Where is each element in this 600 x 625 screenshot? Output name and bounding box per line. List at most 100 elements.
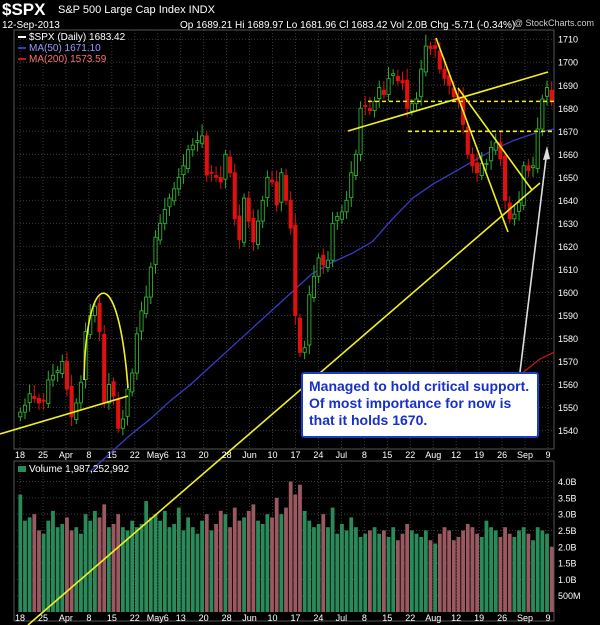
volume-bar xyxy=(298,484,302,612)
volume-bar xyxy=(60,523,65,612)
candle-body xyxy=(32,396,37,399)
volume-bar xyxy=(540,530,545,612)
legend-ma200-label: MA(200) 1573.59 xyxy=(29,54,107,65)
candle-body xyxy=(200,135,205,144)
volume-bar xyxy=(349,517,354,612)
date-tick-label: Apr xyxy=(59,450,73,460)
volume-bar xyxy=(386,536,391,612)
candle-body xyxy=(395,76,400,82)
volume-bar xyxy=(167,527,172,612)
candle-body xyxy=(288,199,293,229)
candle-body xyxy=(516,202,522,212)
date-tick-label: Jul xyxy=(336,450,348,460)
volume-bar xyxy=(507,533,512,612)
candle-body xyxy=(544,87,550,97)
candle-body xyxy=(549,89,554,102)
chart-title: $SPX xyxy=(2,0,46,19)
candle-body xyxy=(353,153,358,176)
candle-body xyxy=(279,172,284,203)
date-tick-label: 15 xyxy=(107,450,117,460)
candle-body xyxy=(116,398,121,429)
trendlines xyxy=(0,37,554,625)
volume-bar xyxy=(549,546,554,612)
volume-bar xyxy=(409,530,414,612)
legend-ma50: MA(50) 1671.10 xyxy=(18,43,101,54)
candle-body xyxy=(50,374,56,381)
candle-body xyxy=(297,317,303,353)
volume-bar xyxy=(414,533,419,612)
candle-body xyxy=(78,381,83,404)
volume-bar xyxy=(470,527,475,612)
price-tick-label: 1600 xyxy=(558,288,578,298)
candle-body xyxy=(503,155,508,201)
date-tick-label-bottom: Apr xyxy=(59,613,73,623)
candle-body xyxy=(493,142,498,151)
date-tick-label-bottom: 22 xyxy=(405,613,415,623)
candle-body xyxy=(465,126,470,155)
volume-bar xyxy=(256,520,260,612)
candle-body xyxy=(498,142,503,160)
volume-bar xyxy=(260,523,265,612)
volume-bar xyxy=(367,530,372,612)
volume-tick-label: 3.5B xyxy=(558,493,577,503)
volume-bar xyxy=(302,510,307,612)
candle-body xyxy=(377,87,382,100)
volume-bar xyxy=(479,536,484,612)
volume-bar xyxy=(218,510,223,612)
candle-body xyxy=(400,80,405,84)
candle-body xyxy=(228,156,233,174)
volume-tick-label: 1.0B xyxy=(558,575,577,585)
volume-bar xyxy=(186,517,191,612)
candle-body xyxy=(223,153,228,180)
date-tick-label: 17 xyxy=(290,450,300,460)
volume-bar xyxy=(405,523,410,612)
candle-body xyxy=(162,209,167,224)
volume-bar xyxy=(330,507,335,612)
volume-bar xyxy=(512,536,517,612)
annotation-pointer-head xyxy=(543,146,550,160)
date-tick-label: 12 xyxy=(451,450,461,460)
chart-subtitle: S&P 500 Large Cap Index INDX xyxy=(58,4,215,16)
candle-body xyxy=(405,79,410,109)
volume-bar xyxy=(428,540,433,612)
date-tick-label: 22 xyxy=(405,450,415,460)
candle-body xyxy=(349,172,354,199)
volume-bar xyxy=(293,494,298,612)
date-tick-label-bottom: 15 xyxy=(107,613,117,623)
date-tick-label: Jun xyxy=(242,450,257,460)
date-tick-label-bottom: 8 xyxy=(86,613,91,623)
candle-body xyxy=(302,347,307,353)
candle-body xyxy=(535,128,540,170)
date-tick-label-bottom: 15 xyxy=(382,613,392,623)
volume-bar xyxy=(51,510,55,612)
volume-bar xyxy=(55,527,60,612)
volume-bar xyxy=(23,520,27,612)
candle-body xyxy=(134,333,139,374)
date-tick-label-bottom: Jul xyxy=(336,613,348,623)
volume-bar xyxy=(69,530,74,612)
date-tick-label-bottom: 13 xyxy=(176,613,186,623)
volume-bar xyxy=(74,527,79,612)
volume-bar xyxy=(274,497,279,612)
candle-body xyxy=(102,333,107,404)
volume-bar xyxy=(437,533,442,612)
date-tick-label-bottom: 10 xyxy=(268,613,278,623)
candle-body xyxy=(158,222,163,241)
candle-body xyxy=(242,197,247,243)
price-tick-label: 1710 xyxy=(558,35,578,45)
volume-bar xyxy=(489,527,493,612)
candle-body xyxy=(330,222,335,261)
volume-bar xyxy=(433,543,438,612)
candle-body xyxy=(419,68,424,97)
candle-body xyxy=(372,100,377,112)
volume-bar xyxy=(354,527,358,612)
volume-bar xyxy=(162,510,167,612)
candle-body xyxy=(475,162,480,174)
volume-bar xyxy=(46,520,51,612)
candle-body xyxy=(367,108,372,112)
volume-bar xyxy=(335,533,340,612)
date-tick-label: 19 xyxy=(474,450,484,460)
candle-body xyxy=(64,361,69,390)
volume-bar xyxy=(181,530,186,612)
